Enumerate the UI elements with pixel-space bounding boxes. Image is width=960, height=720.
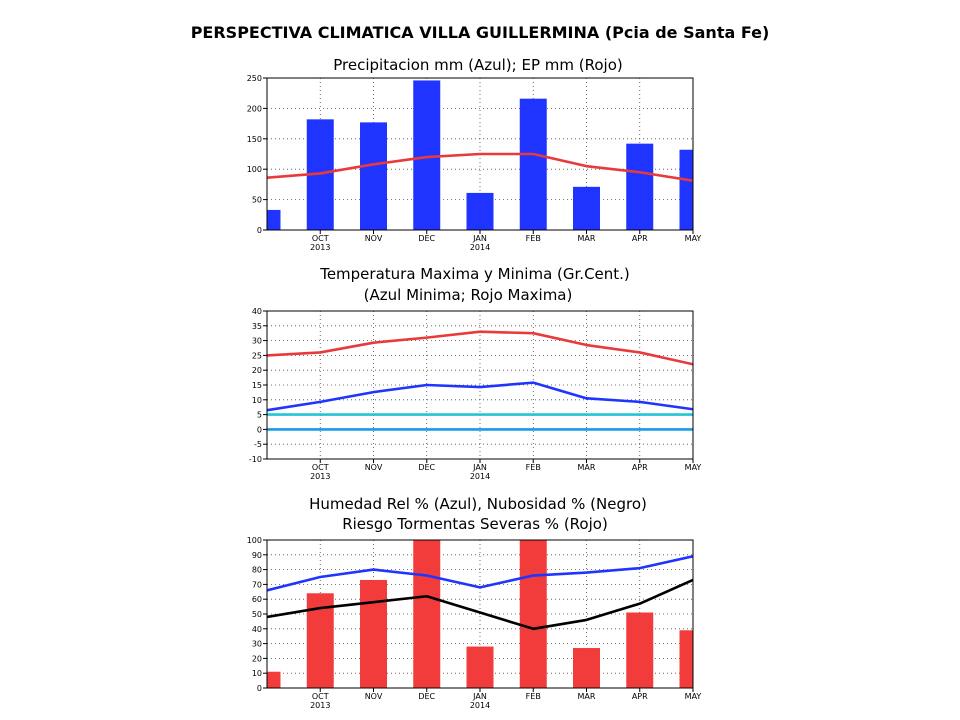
temperature-panel-title: Temperatura Maxima y Minima (Gr.Cent.)	[319, 265, 630, 283]
y-tick-label: 20	[252, 654, 262, 663]
plot-frame	[266, 77, 694, 231]
bar-nov-2013	[360, 122, 387, 230]
x-tick-label: JAN	[472, 234, 487, 243]
y-tick-label: 50	[252, 610, 262, 619]
y-tick-label: -5	[254, 440, 262, 449]
series-line-1	[267, 152, 693, 183]
series-line-2	[267, 578, 693, 631]
y-tick-label: 0	[257, 684, 262, 693]
y-tick-label: 50	[252, 196, 262, 205]
plot-frame	[266, 310, 694, 460]
y-tick-label: 40	[252, 307, 262, 316]
x-tick-label: OCT	[312, 692, 329, 701]
bar-dec-2013	[413, 540, 441, 688]
y-tick-label: 90	[252, 551, 262, 560]
x-year-label: 2014	[470, 243, 490, 252]
x-tick-label: MAY	[685, 692, 702, 701]
x-tick-label: MAY	[685, 234, 702, 243]
series-line-1	[267, 555, 693, 592]
y-tick-label: 5	[257, 411, 262, 420]
x-year-label: 2014	[470, 472, 490, 481]
y-tick-label: 0	[257, 226, 262, 235]
x-year-label: 2013	[310, 472, 330, 481]
y-tick-label: 250	[247, 74, 262, 83]
x-tick-label: MAR	[578, 234, 596, 243]
x-tick-label: DEC	[418, 234, 435, 243]
x-tick-label: JAN	[472, 692, 487, 701]
bar-feb-2014	[519, 98, 547, 230]
bar-may-2014	[679, 149, 693, 230]
x-tick-label: DEC	[418, 692, 435, 701]
y-tick-label: 20	[252, 366, 262, 375]
x-tick-label: MAR	[578, 463, 596, 472]
humidity-panel-subtitle: Riesgo Tormentas Severas % (Rojo)	[342, 515, 608, 533]
y-tick-label: 30	[252, 640, 262, 649]
bar-apr-2014	[626, 612, 654, 688]
humidity-panel-title: Humedad Rel % (Azul), Nubosidad % (Negro…	[309, 495, 647, 513]
y-tick-label: 60	[252, 595, 262, 604]
x-tick-label: FEB	[526, 692, 541, 701]
bar-sep-2013	[267, 671, 281, 688]
x-tick-label: NOV	[365, 692, 383, 701]
x-year-label: 2014	[470, 701, 490, 710]
precipitation-panel-title: Precipitacion mm (Azul); EP mm (Rojo)	[333, 56, 622, 74]
precipitation-panel: Precipitacion mm (Azul); EP mm (Rojo) 0 5…	[247, 56, 702, 252]
figure-title: PERSPECTIVA CLIMATICA VILLA GUILLERMINA …	[191, 23, 770, 42]
humidity-panel: Humedad Rel % (Azul), Nubosidad % (Negro…	[247, 495, 702, 710]
y-tick-label: -10	[249, 455, 262, 464]
bar-jan-2014	[466, 646, 494, 688]
x-tick-label: OCT	[312, 463, 329, 472]
x-tick-label: MAR	[578, 692, 596, 701]
y-tick-label: 150	[247, 135, 262, 144]
series-line-1	[267, 381, 693, 412]
x-tick-label: APR	[632, 463, 648, 472]
bar-may-2014	[679, 630, 693, 688]
bar-mar-2014	[573, 648, 600, 688]
x-tick-label: MAY	[685, 463, 702, 472]
y-tick-label: 10	[252, 396, 262, 405]
series-line-0	[267, 330, 693, 366]
y-tick-label: 200	[247, 104, 262, 113]
y-tick-label: 70	[252, 580, 262, 589]
x-tick-label: APR	[632, 234, 648, 243]
x-year-label: 2013	[310, 243, 330, 252]
x-year-label: 2013	[310, 701, 330, 710]
y-tick-label: 80	[252, 566, 262, 575]
y-tick-label: 15	[252, 381, 262, 390]
bar-sep-2013	[267, 209, 281, 230]
y-tick-label: 30	[252, 337, 262, 346]
bar-apr-2014	[626, 143, 654, 230]
temperature-panel-subtitle: (Azul Minima; Rojo Maxima)	[364, 286, 573, 304]
x-tick-label: OCT	[312, 234, 329, 243]
y-tick-label: 100	[247, 165, 262, 174]
x-tick-label: JAN	[472, 463, 487, 472]
y-tick-label: 40	[252, 625, 262, 634]
bar-nov-2013	[360, 579, 387, 688]
y-tick-label: 10	[252, 669, 262, 678]
x-tick-label: APR	[632, 692, 648, 701]
x-tick-label: NOV	[365, 463, 383, 472]
bar-dec-2013	[413, 80, 441, 230]
bar-jan-2014	[466, 192, 494, 230]
bar-mar-2014	[573, 186, 600, 230]
plot-frame	[266, 539, 694, 689]
y-tick-label: 0	[257, 425, 262, 434]
y-tick-label: 100	[247, 536, 262, 545]
y-tick-label: 25	[252, 351, 262, 360]
x-tick-label: DEC	[418, 463, 435, 472]
bar-feb-2014	[519, 540, 547, 688]
y-tick-label: 35	[252, 322, 262, 331]
x-tick-label: FEB	[526, 463, 541, 472]
x-tick-label: FEB	[526, 234, 541, 243]
temperature-panel: Temperatura Maxima y Minima (Gr.Cent.) (…	[249, 265, 702, 481]
x-tick-label: NOV	[365, 234, 383, 243]
